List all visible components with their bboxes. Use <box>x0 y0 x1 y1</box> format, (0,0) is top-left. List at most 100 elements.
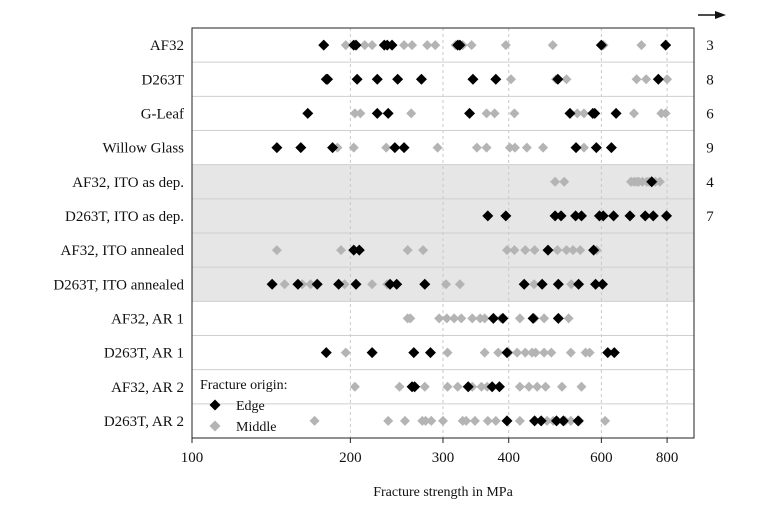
point-middle <box>359 40 370 51</box>
point-middle <box>520 245 531 256</box>
point-edge <box>552 73 564 85</box>
point-middle <box>422 40 433 51</box>
point-middle <box>367 40 378 51</box>
point-middle <box>467 313 478 324</box>
legend-marker-middle <box>209 420 221 432</box>
point-middle <box>471 142 482 153</box>
row-count: 6 <box>706 106 714 122</box>
point-middle <box>506 74 517 85</box>
point-middle <box>565 415 576 426</box>
point-edge <box>490 73 502 85</box>
point-middle <box>568 245 579 256</box>
point-middle <box>575 245 586 256</box>
point-edge <box>497 312 509 324</box>
point-middle <box>454 279 465 290</box>
point-edge <box>348 244 360 256</box>
point-middle <box>529 245 540 256</box>
shaded-row <box>192 164 694 199</box>
point-middle <box>442 381 453 392</box>
point-middle <box>529 279 540 290</box>
point-edge <box>542 244 554 256</box>
point-middle <box>662 74 673 85</box>
point-middle <box>479 313 490 324</box>
point-edge <box>590 142 602 154</box>
point-edge <box>552 278 564 290</box>
point-middle <box>348 142 359 153</box>
point-edge <box>318 39 330 51</box>
point-middle <box>481 108 492 119</box>
point-middle <box>456 313 467 324</box>
point-edge <box>500 210 512 222</box>
row-label: D263T, AR 1 <box>104 346 184 362</box>
point-edge <box>482 210 494 222</box>
point-edge <box>624 210 636 222</box>
point-edge <box>564 107 576 119</box>
point-edge <box>597 210 609 222</box>
point-middle <box>442 347 453 358</box>
arrow-head <box>715 11 726 19</box>
point-edge <box>366 347 378 359</box>
point-edge <box>493 381 505 393</box>
row-labels: AF32 D263T G-Leaf Willow Glass AF32, ITO as … <box>53 38 184 430</box>
point-edge <box>536 278 548 290</box>
data-points <box>266 39 673 427</box>
point-edge <box>353 244 365 256</box>
point-edge <box>535 415 547 427</box>
point-edge <box>322 73 334 85</box>
point-middle <box>512 347 523 358</box>
point-middle <box>521 142 532 153</box>
point-middle <box>493 347 504 358</box>
point-edge <box>350 278 362 290</box>
point-middle <box>271 245 282 256</box>
point-middle <box>434 313 445 324</box>
point-middle <box>279 279 290 290</box>
point-middle <box>561 74 572 85</box>
count-labels: 3 8 6 9 4 7 <box>706 38 714 225</box>
point-middle <box>502 245 513 256</box>
point-middle <box>449 313 460 324</box>
point-edge <box>590 278 602 290</box>
point-edge <box>320 347 332 359</box>
point-middle <box>432 142 443 153</box>
point-middle <box>552 245 563 256</box>
point-middle <box>538 142 549 153</box>
point-middle <box>469 415 480 426</box>
point-edge <box>454 39 466 51</box>
point-edge <box>311 278 323 290</box>
row-count: 7 <box>706 209 714 225</box>
arrow-right-icon <box>698 11 726 19</box>
point-edge <box>371 107 383 119</box>
point-middle <box>405 313 416 324</box>
point-middle <box>426 415 437 426</box>
point-edge <box>467 73 479 85</box>
x-tick-label: 300 <box>432 450 455 466</box>
point-middle <box>654 176 665 187</box>
point-middle <box>542 415 553 426</box>
point-middle <box>418 245 429 256</box>
point-edge <box>605 142 617 154</box>
point-edge <box>351 73 363 85</box>
point-middle <box>509 108 520 119</box>
point-middle <box>438 415 448 426</box>
point-middle <box>452 381 463 392</box>
point-middle <box>489 108 500 119</box>
row-label: D263T, AR 2 <box>104 414 184 430</box>
point-middle <box>523 381 534 392</box>
point-middle <box>336 245 347 256</box>
point-middle <box>399 415 410 426</box>
legend: Fracture origin: Edge Middle <box>200 378 287 435</box>
row-count: 9 <box>706 141 714 157</box>
point-middle <box>539 313 550 324</box>
point-edge <box>271 142 283 154</box>
point-middle <box>476 381 487 392</box>
point-middle <box>546 347 557 358</box>
point-middle <box>381 142 392 153</box>
point-middle <box>559 176 570 187</box>
point-middle <box>481 142 492 153</box>
row-label: AF32, AR 1 <box>111 311 184 327</box>
point-middle <box>407 40 418 51</box>
point-edge <box>549 210 561 222</box>
point-edge <box>661 210 673 222</box>
row-label: G-Leaf <box>141 106 184 122</box>
